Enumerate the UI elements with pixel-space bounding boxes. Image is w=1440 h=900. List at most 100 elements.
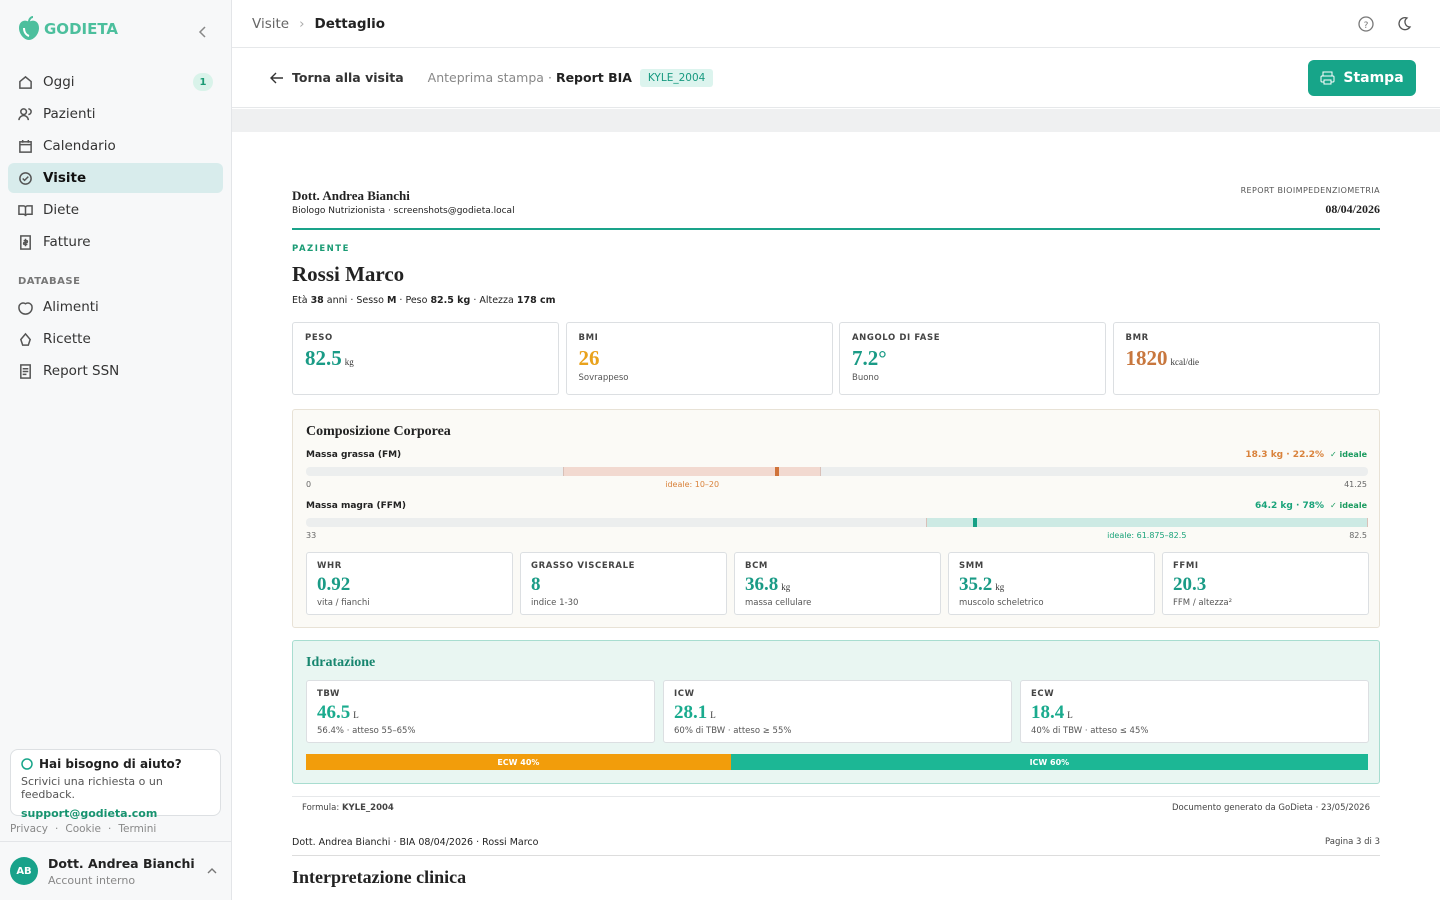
nav-label: Pazienti <box>43 106 96 122</box>
sep: · <box>547 70 552 85</box>
status: ✓ ideale <box>1330 450 1367 459</box>
toolbar: Torna alla visita Anteprima stampa · Rep… <box>232 48 1440 108</box>
dot: · <box>108 823 112 835</box>
card-label: GRASSO VISCERALE <box>531 561 636 571</box>
card-label: WHR <box>317 561 342 571</box>
hydration: Idratazione TBW 46.5 L 56.4% · atteso 55–65… <box>292 640 1380 784</box>
card-value: 1820 kcal/die <box>1126 346 1367 371</box>
card-value: 35.2 kg <box>959 574 1144 596</box>
card-value: 8 <box>531 574 716 596</box>
stat-card: GRASSO VISCERALE 8 indice 1-30 <box>520 552 727 615</box>
card-value: 46.5 L <box>317 702 644 724</box>
nav-item[interactable]: Oggi 1 <box>8 67 223 97</box>
status: ✓ ideale <box>1330 501 1367 510</box>
stat-card: ECW 18.4 L 40% di TBW · atteso ≤ 45% <box>1020 680 1369 743</box>
value: 26 <box>578 346 600 370</box>
print-button[interactable]: Stampa <box>1308 60 1416 96</box>
nav-item[interactable]: Ricette <box>8 324 223 354</box>
unit: kcal/die <box>1170 357 1200 367</box>
ideal-band <box>563 467 821 476</box>
card-value: 36.8 kg <box>745 574 930 596</box>
card-value: 28.1 L <box>674 702 1001 724</box>
card-note: 56.4% · atteso 55–65% <box>317 726 416 736</box>
nav: Oggi 1 Pazienti Calendario Visite Diete Fattur… <box>8 67 223 259</box>
crumb[interactable]: Visite <box>252 15 290 32</box>
bar-value: 64.2 kg · 78% ✓ ideale <box>1255 501 1367 511</box>
formula: KYLE_2004 <box>341 803 394 813</box>
ideal-label: ideale: 61.875–82.5 <box>1107 531 1187 540</box>
report-date: 08/04/2026 <box>1325 202 1380 216</box>
unit: kg <box>344 357 354 367</box>
nav-label: Report SSN <box>43 363 120 379</box>
theme-icon[interactable] <box>1396 16 1412 32</box>
card-label: ICW <box>674 689 695 699</box>
card-note: vita / fianchi <box>317 598 370 608</box>
brand: GODIETA <box>18 16 118 42</box>
card-note: muscolo scheletrico <box>959 598 1044 608</box>
unit: L <box>1067 710 1073 720</box>
svg-text:?: ? <box>1364 21 1369 31</box>
stat-card: ICW 28.1 L 60% di TBW · atteso ≥ 55% <box>663 680 1012 743</box>
sep: · <box>473 295 477 306</box>
topbar: Visite › Dettaglio ? <box>232 0 1440 48</box>
tag: KYLE_2004 <box>639 68 714 87</box>
card-label: SMM <box>959 561 984 571</box>
nav-item[interactable]: Pazienti <box>8 99 223 129</box>
back-link[interactable]: Torna alla visita <box>292 70 404 85</box>
nav-item[interactable]: Calendario <box>8 131 223 161</box>
card-label: ANGOLO DI FASE <box>852 333 941 343</box>
unit: kg <box>995 582 1005 592</box>
card-note: massa cellulare <box>745 598 812 608</box>
stat-card: WHR 0.92 vita / fianchi <box>306 552 513 615</box>
nav-item[interactable]: Diete <box>8 195 223 225</box>
help-email[interactable]: support@godieta.com <box>21 807 158 820</box>
nav-item[interactable]: Visite <box>8 163 223 193</box>
value: 82.5 <box>305 346 342 370</box>
card-value: 18.4 L <box>1031 702 1358 724</box>
user-role: Account interno <box>48 873 136 887</box>
bar-track <box>306 467 1368 476</box>
nav-item[interactable]: Report SSN <box>8 356 223 386</box>
split-seg: ECW 40% <box>306 754 731 770</box>
nav-label: Visite <box>43 170 87 186</box>
value-label: 18.3 kg · 22.2% <box>1245 450 1325 460</box>
link[interactable]: Privacy <box>10 823 49 835</box>
bar-name: Massa magra (FFM) <box>306 501 406 511</box>
card-note: Buono <box>852 373 880 383</box>
ideal-label: ideale: 10–20 <box>665 480 720 489</box>
card-label: BMR <box>1125 333 1149 343</box>
card-label: FFMI <box>1173 561 1199 571</box>
detail-label: Altezza <box>479 295 514 306</box>
nav-label: Alimenti <box>43 299 99 315</box>
card-note: 40% di TBW · atteso ≤ 45% <box>1031 726 1149 736</box>
value: 7.2° <box>852 346 887 370</box>
formula-label: Formula: <box>302 803 340 813</box>
nav-item[interactable]: Fatture <box>8 227 223 257</box>
marker <box>973 518 978 527</box>
unit: kg <box>781 582 791 592</box>
link[interactable]: Termini <box>118 823 157 835</box>
nav-item[interactable]: Alimenti <box>8 292 223 322</box>
stat-card: BMI 26 Sovrappeso <box>565 322 833 395</box>
help-text: Scrivici una richiesta o un feedback. <box>21 775 163 801</box>
bar-name: Massa grassa (FM) <box>306 450 402 460</box>
sidebar: GODIETA Oggi 1 Pazienti Calendario Visite Die… <box>0 0 232 900</box>
avatar: AB <box>10 857 38 885</box>
help-icon[interactable]: ? <box>1358 15 1374 32</box>
detail-value: 178 cm <box>516 295 556 306</box>
max: 41.25 <box>1344 480 1367 489</box>
detail-value: M <box>386 295 397 306</box>
value-label: 64.2 kg · 78% <box>1255 501 1325 511</box>
user[interactable]: AB Dott. Andrea Bianchi Account interno <box>0 841 231 900</box>
next-title: Interpretazione clinica <box>292 867 467 887</box>
stat-card: SMM 35.2 kg muscolo scheletrico <box>948 552 1155 615</box>
value: 46.5 <box>317 702 351 723</box>
value: 36.8 <box>745 574 779 595</box>
detail-value: 38 <box>310 295 324 306</box>
patient-details: Età 38 anni · Sesso M · Peso 82.5 kg · Altezza 178 … <box>292 295 556 306</box>
card-label: ECW <box>1031 689 1055 699</box>
nav-label: Ricette <box>43 331 91 347</box>
link[interactable]: Cookie <box>65 823 102 835</box>
collapse[interactable] <box>198 26 208 38</box>
card-label: BCM <box>745 561 768 571</box>
